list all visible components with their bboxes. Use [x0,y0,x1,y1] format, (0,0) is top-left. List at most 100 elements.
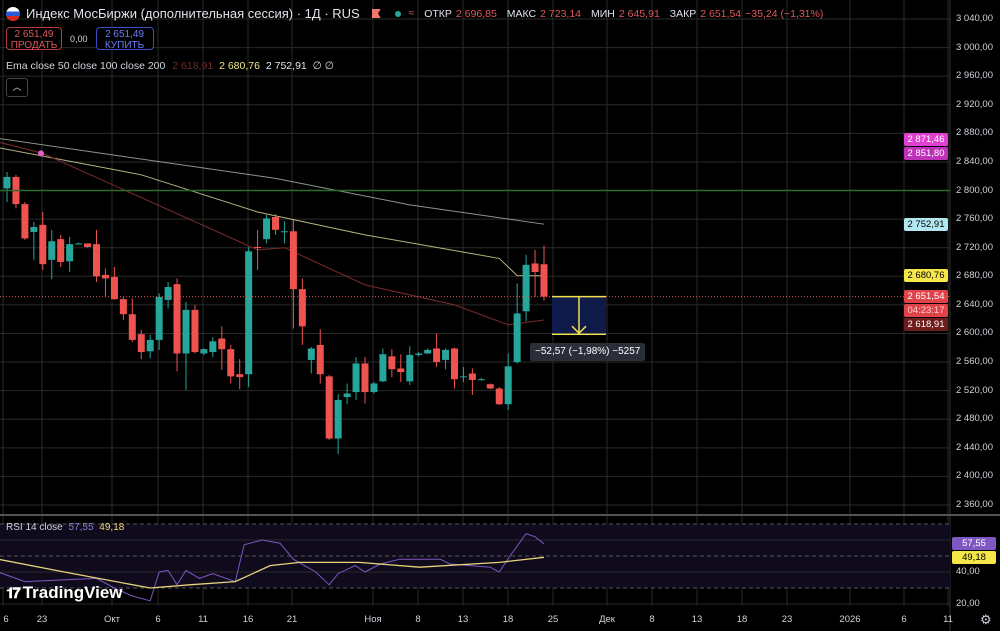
time-tick: 18 [736,614,748,625]
tradingview-logo-icon: 𝟏𝟕 [6,584,21,602]
price-tick: 2 720,00 [956,241,993,253]
chart-overlays [0,189,950,335]
candle-body [477,379,485,381]
price-tick: 2 400,00 [956,470,993,482]
buy-button[interactable]: 2 651,49 КУПИТЬ [95,27,154,51]
candle-body [361,363,369,393]
candle-body [388,356,396,370]
candle-body [459,376,467,378]
candle-body [289,231,297,290]
price-tick: 2 760,00 [956,213,993,225]
rsi-line [0,533,545,602]
time-tick: 13 [457,614,469,625]
sell-price: 2 651,49 [14,29,54,40]
chevron-up-icon[interactable]: ︿ [6,78,28,97]
ema200-line [0,138,545,225]
ema50-value: 2 618,91 [172,60,214,72]
time-tick: 23 [36,614,48,625]
price-tick: 2 960,00 [956,70,993,82]
price-tick: 2 920,00 [956,98,993,110]
time-tick: 21 [286,614,298,625]
candle-body [451,348,458,380]
open-value: 2 696,85 [455,7,497,20]
rsi-tick: 40,00 [956,566,980,577]
candle-body [280,231,288,233]
spread-value: 0,00 [70,33,88,44]
ema-legend[interactable]: Ema close 50 close 100 close 200 2 618,9… [6,60,334,72]
rsi-tag: 57,55 [952,537,996,551]
tradingview-logo[interactable]: 𝟏𝟕 TradingView [6,583,123,603]
rsi-legend[interactable]: RSI 14 close 57,55 49,18 [6,522,124,533]
settings-gear-icon[interactable]: ⚙ [980,612,992,627]
candle-body [298,289,306,327]
candle-body [128,314,136,340]
data-delay-icon: ≈ [408,8,415,19]
sell-label: ПРОДАТЬ [10,40,58,51]
time-tick: 6 [3,614,9,625]
candle-body [3,176,11,189]
rsi-pane [0,533,545,602]
time-tick: 6 [901,614,907,625]
rsi-tick: 20,00 [956,598,980,609]
time-tick: 25 [547,614,559,625]
tradingview-logo-text: TradingView [22,583,123,602]
ema50-line [0,141,545,326]
candle-body [307,348,315,360]
change-value: −35,24 (−1,31%) [745,7,824,20]
candle-body [155,297,163,340]
price-tag: 2 618,91 [904,318,948,332]
candle-body [30,226,38,232]
candle-body [272,216,279,230]
symbol-title[interactable]: Индекс МосБиржи (дополнительная сессия) … [26,6,360,21]
time-tick: 11 [198,614,208,625]
top-row: Индекс МосБиржи (дополнительная сессия) … [6,6,823,21]
candle-body [352,363,360,393]
candle-body [504,366,512,405]
price-tick: 2 840,00 [956,155,993,167]
candle-body [21,204,29,239]
time-tick: 13 [691,614,703,625]
ema-extra-values: ∅ ∅ [312,60,334,72]
low-label: МИН [591,7,615,20]
trade-panel: 2 651,49 ПРОДАТЬ 0,00 2 651,49 КУПИТЬ [6,27,154,51]
sell-button[interactable]: 2 651,49 ПРОДАТЬ [6,27,62,51]
ema-label: Ema close 50 close 100 close 200 [6,60,166,72]
candle-body [146,339,154,352]
ohlc-legend: ≈ ОТКР 2 696,85 МАКС 2 723,14 МИН 2 645,91 … [394,7,824,20]
candle-body [415,353,423,355]
candle-body [522,264,530,312]
candle-body [406,354,414,382]
time-tick: 6 [155,614,161,625]
time-tick: 16 [242,614,254,625]
candle-body [75,243,83,245]
candle-body [57,239,65,262]
price-tick: 2 360,00 [956,499,993,510]
candle-body [84,243,92,247]
candle-body [110,277,118,300]
ema200-value: 2 752,91 [265,60,307,72]
time-tick: Окт [103,614,121,625]
candle-body [182,309,190,354]
rsi-tag: 49,18 [952,551,996,565]
rsi-ma-line [0,556,545,589]
russia-flag-icon [6,6,20,21]
ema-cross-marker [38,150,44,157]
ema-lines [0,138,545,326]
price-tick: 3 040,00 [956,13,993,24]
rsi-value: 57,55 [68,522,94,533]
rsi-ma-value: 49,18 [99,522,125,533]
symbol-header[interactable]: Индекс МосБиржи (дополнительная сессия) … [6,6,381,21]
candle-body [101,274,109,279]
candle-body [200,349,208,354]
price-tick: 2 600,00 [956,327,993,339]
candle-body [325,376,333,439]
candle-body [486,384,494,389]
price-tag: 2 651,54 [904,290,948,304]
candle-body [137,334,145,353]
market-status-icon [394,10,401,17]
rsi-label: RSI 14 close [6,522,63,533]
candle-body [236,374,244,378]
flag-marker-icon[interactable] [371,9,381,18]
